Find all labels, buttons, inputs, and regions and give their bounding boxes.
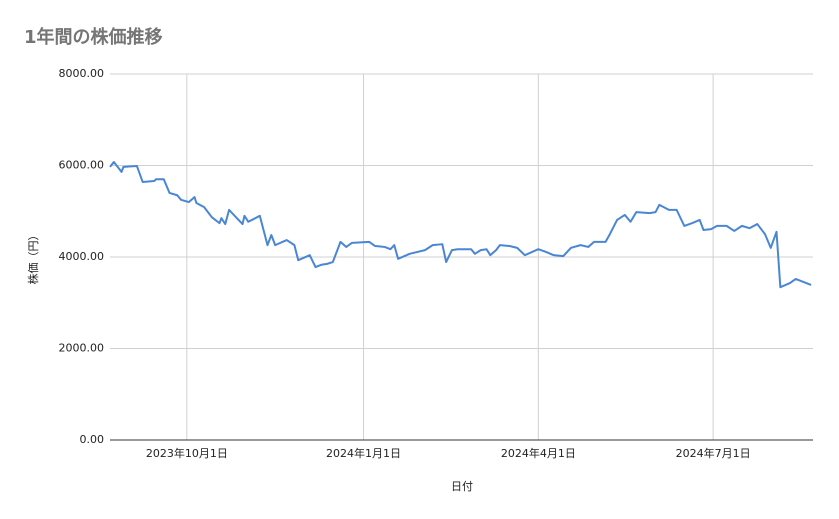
- x-tick-label: 2024年7月1日: [676, 446, 751, 460]
- x-tick-label: 2024年1月1日: [326, 446, 401, 460]
- x-tick-label: 2024年4月1日: [501, 446, 576, 460]
- chart-title: 1年間の株価推移: [24, 26, 163, 48]
- data-line: [109, 161, 812, 289]
- x-tick-label: 2023年10月1日: [146, 446, 228, 460]
- y-tick-label: 2000.00: [59, 342, 105, 355]
- y-tick-label: 4000.00: [59, 250, 105, 263]
- y-tick-label: 0.00: [80, 433, 105, 446]
- y-axis-label: 株価（円）: [26, 230, 40, 285]
- y-tick-label: 8000.00: [59, 67, 105, 80]
- x-axis-label: 日付: [451, 480, 473, 493]
- y-tick-label: 6000.00: [59, 159, 105, 172]
